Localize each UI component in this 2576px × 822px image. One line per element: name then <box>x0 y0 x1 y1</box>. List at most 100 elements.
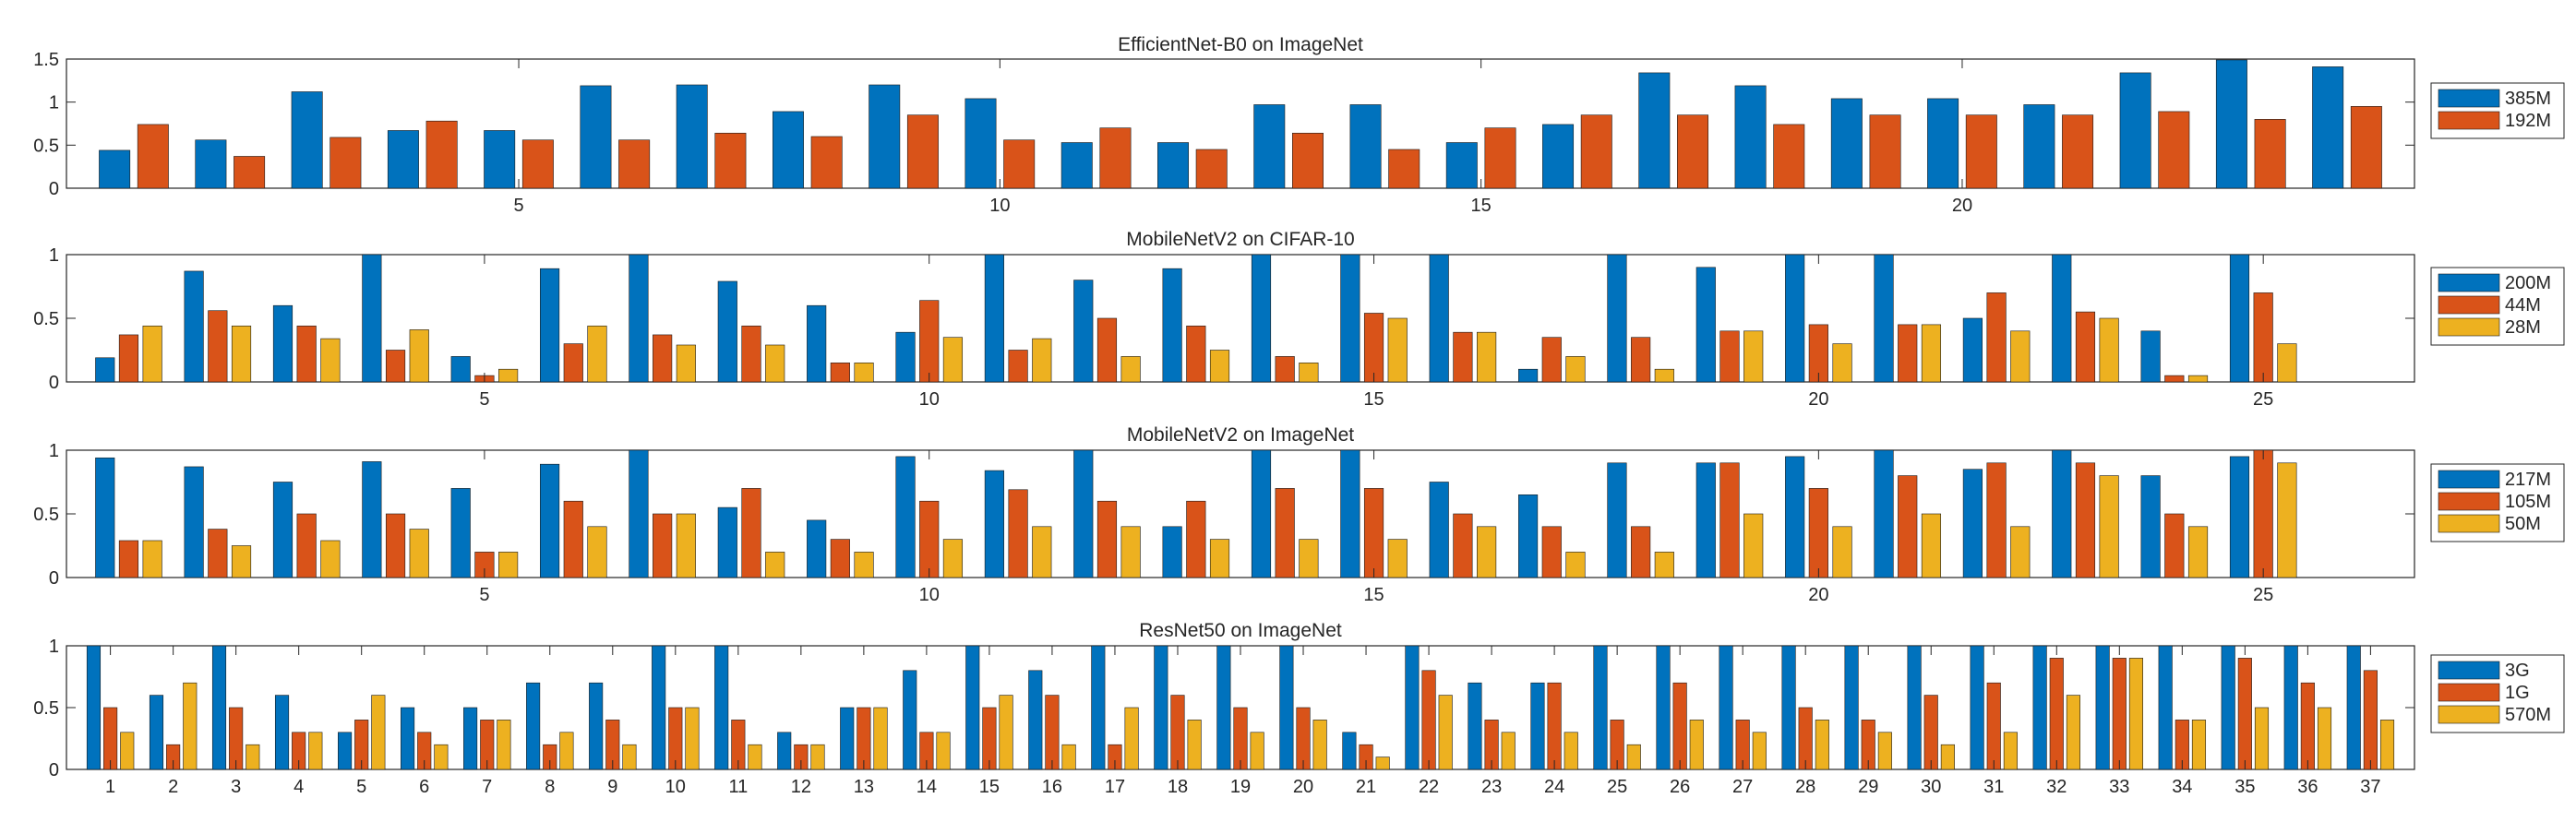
bar-50M-8 <box>765 552 785 578</box>
bar-200M-2 <box>184 270 204 383</box>
legend-swatch-192M <box>2438 111 2500 130</box>
x-tick-label: 25 <box>1607 777 1627 797</box>
bar-385M-18 <box>1734 85 1767 189</box>
bar-3G-25 <box>1593 645 1608 770</box>
legend-label-192M: 192M <box>2505 111 2551 131</box>
bar-105M-14 <box>1275 488 1295 578</box>
bar-570M-23 <box>1501 732 1516 770</box>
x-tick-label: 10 <box>665 777 686 797</box>
x-tick-label: 10 <box>989 196 1010 216</box>
bar-200M-16 <box>1429 254 1449 383</box>
bar-385M-12 <box>1157 142 1189 189</box>
chart-title: MobileNetV2 on ImageNet <box>1127 424 1354 446</box>
bar-385M-15 <box>1445 142 1478 189</box>
x-tick-label: 30 <box>1921 777 1941 797</box>
legend-label-385M: 385M <box>2505 89 2551 109</box>
bar-217M-12 <box>1073 449 1094 578</box>
x-tick-label: 16 <box>1042 777 1062 797</box>
bar-217M-11 <box>984 470 1004 578</box>
bar-105M-6 <box>563 500 583 578</box>
x-tick-label: 15 <box>979 777 1000 797</box>
bar-570M-20 <box>1312 720 1327 770</box>
bar-570M-15 <box>999 695 1013 770</box>
bar-192M-10 <box>1003 139 1036 189</box>
bar-192M-20 <box>1965 114 1997 189</box>
bar-217M-6 <box>539 463 560 578</box>
bar-385M-8 <box>772 111 804 189</box>
bar-192M-18 <box>1773 124 1805 189</box>
bar-385M-17 <box>1638 72 1671 189</box>
bar-217M-25 <box>2229 456 2250 578</box>
bar-217M-19 <box>1695 462 1716 578</box>
bar-217M-9 <box>807 519 827 578</box>
bar-200M-17 <box>1518 368 1539 383</box>
x-tick-label: 5 <box>479 585 489 605</box>
bar-50M-22 <box>2010 526 2031 578</box>
bar-1G-1 <box>103 707 118 770</box>
x-tick-label: 5 <box>479 389 489 410</box>
bar-28M-21 <box>1921 324 1942 383</box>
bar-3G-37 <box>2346 645 2361 770</box>
bar-570M-16 <box>1061 744 1076 770</box>
legend-label-105M: 105M <box>2505 492 2551 512</box>
bar-570M-17 <box>1124 707 1139 770</box>
bar-192M-24 <box>2350 106 2382 189</box>
y-tick-label: 1 <box>49 93 59 113</box>
bar-44M-18 <box>1631 337 1651 383</box>
bar-1G-26 <box>1672 682 1687 770</box>
bar-28M-5 <box>498 368 519 383</box>
x-tick-label: 3 <box>231 777 241 797</box>
bar-570M-2 <box>183 682 198 770</box>
bar-44M-3 <box>296 325 317 383</box>
bar-200M-11 <box>984 254 1004 383</box>
bar-3G-9 <box>589 682 604 770</box>
bar-570M-5 <box>371 695 386 770</box>
x-tick-label: 10 <box>919 585 940 605</box>
bar-570M-25 <box>1626 744 1641 770</box>
legend-label-44M: 44M <box>2505 295 2541 316</box>
bar-200M-5 <box>450 356 471 383</box>
bar-3G-6 <box>401 707 415 770</box>
bar-192M-1 <box>137 124 169 189</box>
bar-217M-20 <box>1785 456 1805 578</box>
y-tick-label: 1 <box>49 441 59 461</box>
bar-105M-16 <box>1453 513 1473 578</box>
bar-570M-29 <box>1877 732 1892 770</box>
bar-50M-14 <box>1299 539 1319 578</box>
bar-570M-31 <box>2003 732 2018 770</box>
bar-1G-10 <box>668 707 683 770</box>
bar-385M-19 <box>1830 98 1863 189</box>
bar-3G-35 <box>2221 645 2235 770</box>
bar-105M-4 <box>385 513 406 578</box>
bar-3G-22 <box>1405 645 1420 770</box>
legend-swatch-200M <box>2438 273 2500 292</box>
legend-label-200M: 200M <box>2505 273 2551 293</box>
bar-570M-6 <box>434 744 449 770</box>
bar-105M-25 <box>2253 449 2273 578</box>
x-tick-label: 14 <box>917 777 937 797</box>
bar-570M-11 <box>748 744 762 770</box>
bar-44M-15 <box>1363 313 1384 383</box>
bar-3G-33 <box>2095 645 2110 770</box>
y-tick-label: 0 <box>49 179 59 199</box>
bar-105M-19 <box>1719 462 1740 578</box>
legend-swatch-50M <box>2438 514 2500 533</box>
bar-28M-24 <box>2187 375 2209 383</box>
bar-1G-15 <box>982 707 997 770</box>
bar-3G-31 <box>1970 645 1984 770</box>
bar-50M-24 <box>2187 526 2209 578</box>
bar-570M-14 <box>936 732 951 770</box>
bar-570M-28 <box>1815 720 1829 770</box>
bar-44M-23 <box>2075 311 2096 383</box>
bar-3G-11 <box>714 645 729 770</box>
bar-28M-18 <box>1654 368 1674 383</box>
bar-50M-11 <box>1032 526 1052 578</box>
bar-385M-6 <box>580 85 612 189</box>
bar-44M-13 <box>1186 325 1206 383</box>
bar-200M-10 <box>895 331 916 383</box>
bar-3G-10 <box>652 645 666 770</box>
bar-50M-21 <box>1921 513 1942 578</box>
bar-217M-7 <box>629 449 649 578</box>
